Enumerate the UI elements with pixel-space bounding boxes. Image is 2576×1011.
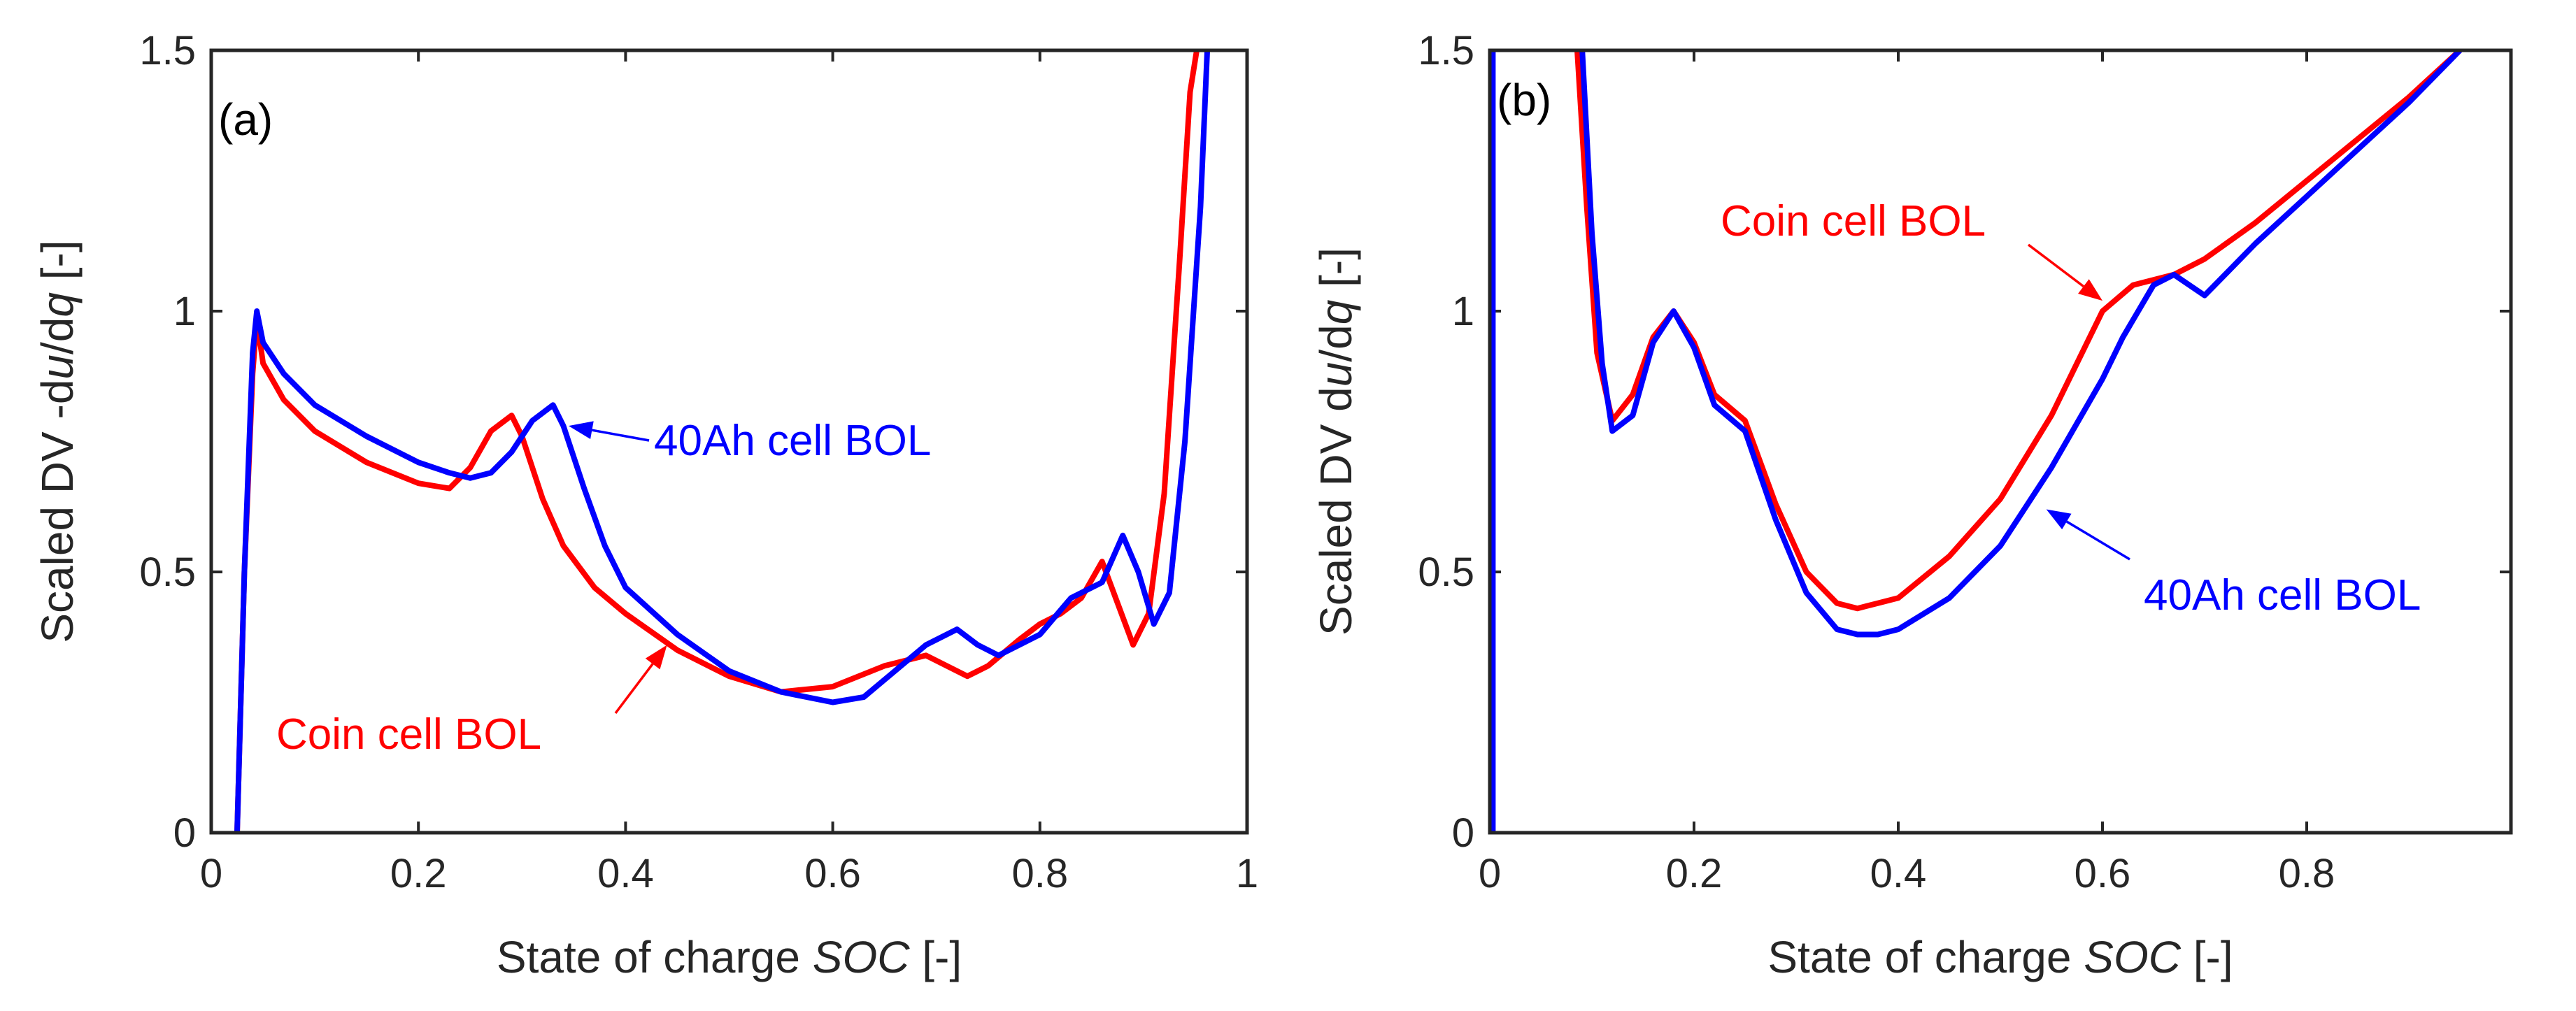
axes-box: [209, 48, 1249, 835]
x-tick-label: 0.2: [390, 851, 447, 896]
annotation-arrow-head: [2078, 279, 2102, 301]
annotation-40ah-cell-bol: 40Ah cell BOL: [654, 417, 931, 465]
y-axis-label: Scaled DV du/dq [-]: [1311, 248, 1361, 636]
y-tick-label: 0.5: [1418, 550, 1474, 595]
annotation-arrow-line: [2065, 520, 2130, 561]
x-axis-label: State of charge SOC [-]: [497, 932, 962, 982]
x-tick-label: 0.2: [1666, 851, 1723, 896]
axes-box: [1488, 48, 2513, 835]
series-line-40ah-cell-bol: [1490, 50, 2464, 833]
y-tick-label: 0: [173, 810, 196, 856]
series-line-coin-cell-bol: [1490, 50, 2463, 833]
y-tick-label: 1: [1452, 289, 1474, 334]
x-tick-label: 0.6: [804, 851, 861, 896]
panel-label: (b): [1497, 75, 1551, 125]
annotation-coin-cell-bol: Coin cell BOL: [276, 710, 541, 759]
annotation-arrow-head: [645, 645, 667, 670]
y-tick-label: 1: [173, 289, 196, 334]
annotation-arrow-line: [2027, 243, 2084, 287]
y-tick-label: 1.5: [1418, 28, 1474, 73]
x-axis-label: State of charge SOC [-]: [1767, 932, 2233, 982]
y-axis-label: Scaled DV -du/dq [-]: [32, 240, 83, 643]
x-tick-label: 0.4: [597, 851, 654, 896]
x-tick-label: 0.6: [2075, 851, 2131, 896]
chart-panel-b: 0 0.2 0.4 0.6 0.8 0 0.5 1 1.5 (b) State of charge …: [1311, 28, 2513, 982]
y-tick-label: 0: [1452, 810, 1474, 856]
annotation-arrow-line: [614, 663, 654, 715]
chart-panel-a: 0 0.2 0.4 0.6 0.8 1 0 0.5 1 1.5 (a) State of charge…: [32, 28, 1258, 982]
annotation-arrow-head: [568, 421, 594, 439]
x-tick-label: 0.8: [2279, 851, 2335, 896]
y-tick-label: 1.5: [139, 28, 196, 73]
annotation-40ah-cell-bol: 40Ah cell BOL: [2144, 571, 2421, 619]
x-tick-label: 1: [1236, 851, 1258, 896]
annotation-arrow-head: [2046, 509, 2072, 530]
y-tick-label: 0.5: [139, 550, 196, 595]
series-line-40ah-cell-bol: [234, 50, 1211, 833]
annotation-arrow-line: [592, 429, 650, 442]
x-tick-label: 0.4: [1870, 851, 1927, 896]
x-tick-label: 0: [200, 851, 222, 896]
panel-label: (a): [218, 94, 273, 145]
annotation-coin-cell-bol: Coin cell BOL: [1721, 197, 1986, 245]
x-tick-label: 0: [1479, 851, 1501, 896]
series-line-coin-cell-bol: [234, 50, 1200, 833]
x-tick-label: 0.8: [1011, 851, 1068, 896]
